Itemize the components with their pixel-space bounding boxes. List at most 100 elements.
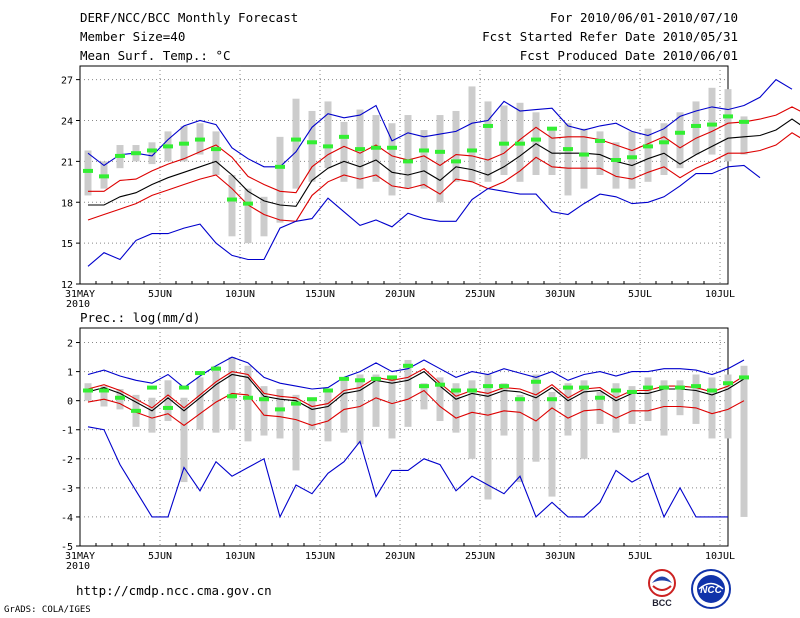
footer-url: http://cmdp.ncc.cma.gov.cn	[76, 583, 272, 598]
temp-observed-marker	[99, 174, 109, 179]
temp-range-bar	[244, 188, 252, 244]
temp-observed-marker	[211, 147, 221, 152]
temp-y-tick-label: 15	[61, 239, 73, 250]
temp-observed-marker	[115, 153, 125, 158]
temp-range-bar	[644, 128, 652, 182]
prec-observed-marker	[563, 385, 573, 390]
temp-x-tick-label: 15JUN	[305, 289, 335, 300]
prec-range-bar	[548, 391, 556, 497]
temp-range-bar	[484, 101, 492, 182]
prec-range-bar	[404, 359, 412, 427]
temp-observed-marker	[291, 137, 301, 142]
temp-x-tick-label: 20JUN	[385, 289, 415, 300]
prec-range-bar	[244, 365, 252, 442]
temp-range-bar	[212, 131, 220, 175]
temp-y-tick-label: 12	[61, 280, 73, 291]
prec-observed-marker	[99, 388, 109, 393]
temp-x-tick-label: 30JUN	[545, 289, 575, 300]
temp-range-bar	[708, 87, 716, 155]
temp-observed-marker	[515, 141, 525, 146]
prec-x-year-label: 2010	[66, 561, 90, 572]
prec-observed-marker	[435, 382, 445, 387]
temp-observed-marker	[547, 126, 557, 131]
temp-range-bar	[724, 89, 732, 162]
prec-observed-marker	[147, 385, 157, 390]
temp-observed-marker	[659, 140, 669, 145]
precipitation-variable-label: Prec.: log(mm/d)	[80, 310, 200, 325]
prec-observed-marker	[115, 395, 125, 400]
prec-range-bar	[740, 365, 748, 517]
prec-observed-marker	[579, 385, 589, 390]
temp-observed-marker	[467, 148, 477, 153]
temp-x-tick-label: 25JUN	[465, 289, 495, 300]
temp-x-tick-label: 31MAY	[65, 289, 95, 300]
prec-range-bar	[724, 374, 732, 439]
refer-date: Fcst Started Refer Date 2010/05/31	[482, 29, 738, 44]
prec-observed-marker	[627, 389, 637, 394]
prec-observed-marker	[467, 388, 477, 393]
temp-range-bar	[500, 105, 508, 175]
prec-range-bar	[340, 380, 348, 433]
temp-x-year-label: 2010	[66, 299, 90, 310]
prec-range-bar	[292, 394, 300, 471]
temp-observed-marker	[243, 201, 253, 206]
prec-range-bar	[612, 383, 620, 433]
prec-x-tick-label: 10JUL	[705, 551, 735, 562]
prec-observed-marker	[131, 408, 141, 413]
temp-range-bar	[292, 98, 300, 189]
prec-observed-marker	[595, 395, 605, 400]
prec-observed-marker	[291, 401, 301, 406]
prec-observed-marker	[307, 397, 317, 402]
prec-range-bar	[692, 374, 700, 424]
prec-range-bar	[356, 374, 364, 445]
prec-range-bar	[436, 377, 444, 422]
prec-range-bar	[212, 365, 220, 433]
temp-observed-marker	[595, 138, 605, 143]
temp-observed-marker	[691, 123, 701, 128]
prec-observed-marker	[355, 378, 365, 383]
prec-y-tick-label: -5	[61, 542, 73, 553]
ncc-logo-text: NCC	[700, 585, 722, 596]
prec-range-bar	[468, 380, 476, 459]
temp-observed-marker	[131, 151, 141, 156]
prec-observed-marker	[259, 397, 269, 402]
prec-x-tick-label: 20JUN	[385, 551, 415, 562]
prec-min-line	[87, 426, 728, 519]
temp-observed-marker	[675, 130, 685, 135]
temp-observed-marker	[611, 158, 621, 163]
prec-range-bar	[676, 380, 684, 416]
prec-observed-marker	[643, 385, 653, 390]
temp-range-bar	[324, 101, 332, 169]
prec-range-bar	[596, 391, 604, 424]
prec-range-bar	[260, 386, 268, 436]
temp-range-bar	[564, 123, 572, 196]
temp-range-bar	[692, 101, 700, 155]
prec-observed-marker	[195, 371, 205, 376]
prec-y-tick-label: 2	[67, 339, 73, 350]
prec-observed-marker	[387, 375, 397, 380]
temp-observed-marker	[371, 145, 381, 150]
temp-observed-marker	[435, 149, 445, 154]
prec-x-tick-label: 10JUN	[225, 551, 255, 562]
prec-y-tick-label: 1	[67, 368, 73, 379]
temp-observed-marker	[531, 137, 541, 142]
prec-observed-marker	[275, 407, 285, 412]
forecast-period: For 2010/06/01-2010/07/10	[549, 10, 738, 25]
temp-range-bar	[340, 121, 348, 182]
prec-range-bar	[324, 389, 332, 442]
prec-observed-marker	[419, 384, 429, 389]
ncc-logo: NCC	[691, 569, 731, 609]
temp-range-bar	[388, 123, 396, 196]
prec-observed-marker	[83, 388, 93, 393]
prec-x-tick-label: 15JUN	[305, 551, 335, 562]
temp-range-bar	[596, 131, 604, 175]
temp-range-bar	[228, 175, 236, 237]
prec-y-tick-label: 0	[67, 397, 73, 408]
prec-lower-spread-line	[87, 389, 745, 427]
temp-observed-marker	[643, 144, 653, 149]
prec-y-tick-label: -4	[61, 513, 73, 524]
prec-plot-frame	[79, 327, 729, 547]
temp-range-bar	[580, 128, 588, 189]
temp-range-bar	[420, 130, 428, 189]
prec-range-bar	[420, 383, 428, 410]
